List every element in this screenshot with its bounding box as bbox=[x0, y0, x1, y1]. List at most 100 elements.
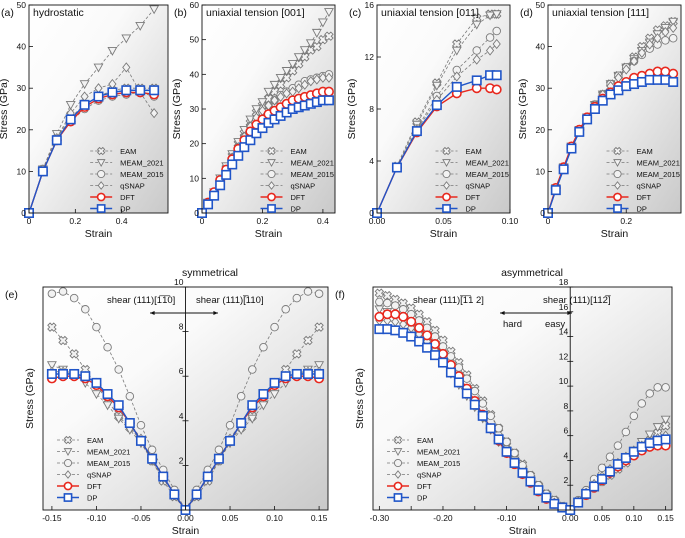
point-f-DP-28 bbox=[597, 474, 608, 485]
x-tick-label: 0.10 bbox=[626, 513, 643, 523]
y-tick-label: 50 bbox=[17, 0, 27, 10]
point-d-DP-7 bbox=[597, 95, 608, 106]
point-e-DP-18 bbox=[247, 400, 258, 411]
legend-marker-MEAM_2021 bbox=[613, 159, 622, 168]
panel-f-frame bbox=[372, 286, 673, 511]
point-f-EAM-36 bbox=[660, 421, 671, 431]
point-f-DFT-5 bbox=[414, 322, 425, 333]
point-e-MEAM_2021-24 bbox=[314, 361, 325, 371]
point-c-qSNAP-6 bbox=[492, 38, 501, 50]
legend-marker-DP bbox=[63, 493, 73, 502]
point-c-MEAM_2021-5 bbox=[485, 11, 496, 21]
legend-label-MEAM_2021: MEAM_2021 bbox=[466, 159, 509, 168]
point-b-MEAM_2021-9 bbox=[257, 98, 268, 108]
x-tick-label: -0.20 bbox=[433, 513, 453, 523]
point-b-DP-5 bbox=[227, 159, 238, 170]
point-f-DP-18 bbox=[517, 467, 528, 478]
point-f-DP-21 bbox=[541, 492, 552, 503]
point-b-qSNAP-20 bbox=[324, 72, 334, 83]
point-f-MEAM_2015-15 bbox=[494, 423, 503, 433]
point-b-qSNAP-11 bbox=[270, 95, 279, 106]
point-f-MEAM_2015-30 bbox=[613, 441, 623, 450]
panel-b-series bbox=[197, 8, 334, 219]
y-axis-label: Stress (GPa) bbox=[354, 368, 366, 429]
legend-marker-DP bbox=[442, 204, 451, 213]
y-tick-label: 20 bbox=[190, 139, 200, 149]
y-tick-label: 8 bbox=[179, 322, 184, 332]
point-f-MEAM_2015-14 bbox=[486, 411, 495, 421]
legend-label-EAM: EAM bbox=[417, 436, 433, 445]
point-e-MEAM_2015-7 bbox=[125, 392, 135, 401]
legend-label-qSNAP: qSNAP bbox=[417, 471, 442, 480]
point-e-DP-0 bbox=[46, 368, 57, 379]
point-f-MEAM_2015-13 bbox=[478, 399, 487, 408]
panel-label: (e) bbox=[5, 289, 18, 301]
legend-label-DP: DP bbox=[637, 205, 647, 214]
y-tick-label: 30 bbox=[536, 83, 546, 93]
point-b-EAM-15 bbox=[293, 59, 304, 69]
point-f-DP-8 bbox=[437, 357, 448, 368]
e-arrow-left-head bbox=[150, 311, 155, 315]
point-f-MEAM_2015-32 bbox=[629, 411, 639, 421]
point-c-DP-1 bbox=[391, 162, 402, 173]
legend-label-MEAM_2021: MEAM_2021 bbox=[87, 448, 130, 457]
x-tick-label: 0 bbox=[200, 216, 205, 226]
y-tick-label: 2 bbox=[563, 475, 568, 485]
legend-label-DP: DP bbox=[417, 494, 427, 503]
point-f-MEAM_2015-31 bbox=[621, 427, 631, 437]
point-f-DP-11 bbox=[461, 388, 472, 399]
y-tick-label: 16 bbox=[365, 0, 375, 10]
point-b-EAM-18 bbox=[312, 41, 322, 52]
legend-marker-MEAM_2021 bbox=[393, 448, 403, 457]
point-e-DP-1 bbox=[58, 368, 69, 379]
x-tick-label: 0.2 bbox=[257, 216, 269, 226]
point-b-MEAM_2021-15 bbox=[293, 53, 304, 63]
f-hard-label: hard bbox=[503, 319, 522, 330]
legend-label-EAM: EAM bbox=[120, 147, 136, 156]
point-e-DP-20 bbox=[269, 377, 280, 388]
legend-label-MEAM_2021: MEAM_2021 bbox=[637, 159, 680, 168]
point-e-MEAM_2015-24 bbox=[314, 289, 324, 298]
point-e-DP-17 bbox=[236, 418, 247, 429]
x-axis-label: Strain bbox=[85, 228, 113, 240]
point-b-MEAM_2021-8 bbox=[251, 105, 262, 115]
point-f-DP-14 bbox=[485, 423, 496, 434]
point-f-MEAM_2015-29 bbox=[605, 452, 615, 461]
y-tick-label: 0 bbox=[369, 208, 374, 218]
point-e-EAM-2 bbox=[69, 349, 79, 359]
legend-marker-MEAM_2015 bbox=[442, 169, 451, 179]
f-easy-label: easy bbox=[545, 319, 565, 330]
point-e-MEAM_2021-6 bbox=[113, 414, 124, 424]
point-f-DFT-3 bbox=[398, 311, 409, 322]
legend-label-MEAM_2015: MEAM_2015 bbox=[417, 459, 460, 468]
panel-e-legend: EAM MEAM_2021 MEAM_2015 qSNAP DFT DP bbox=[57, 435, 130, 503]
point-a-DP-2 bbox=[51, 135, 62, 146]
point-f-MEAM_2015-17 bbox=[510, 448, 519, 458]
point-b-DP-7 bbox=[239, 142, 250, 153]
point-f-DP-5 bbox=[414, 336, 425, 347]
point-b-EAM-14 bbox=[287, 66, 298, 76]
point-f-DP-25 bbox=[573, 497, 584, 508]
legend-label-DFT: DFT bbox=[417, 482, 432, 491]
panel-a-frame bbox=[28, 4, 169, 214]
point-c-DP-2 bbox=[411, 126, 422, 137]
legend-label-qSNAP: qSNAP bbox=[637, 182, 662, 191]
point-e-MEAM_2015-17 bbox=[236, 392, 246, 401]
point-a-MEAM_2021-7 bbox=[135, 21, 146, 31]
point-e-MEAM_2021-5 bbox=[102, 401, 113, 411]
point-e-DP-19 bbox=[258, 389, 269, 400]
point-b-EAM-16 bbox=[300, 52, 310, 62]
point-e-DP-11 bbox=[169, 489, 180, 500]
point-b-qSNAP-19 bbox=[318, 72, 328, 83]
y-tick-label: 12 bbox=[365, 52, 375, 62]
point-b-MEAM_2021-18 bbox=[311, 28, 322, 38]
f-arrow-right-head bbox=[567, 311, 572, 315]
e-shear-left-label: shear (111)[1̅1̅0] bbox=[107, 295, 175, 306]
point-b-DP-4 bbox=[221, 169, 232, 180]
x-tick-label: 0.00 bbox=[562, 513, 579, 523]
x-axis-label: Strain bbox=[509, 525, 537, 537]
point-a-qSNAP-6 bbox=[122, 62, 131, 73]
point-c-MEAM_2015-5 bbox=[485, 33, 495, 42]
legend-label-MEAM_2015: MEAM_2015 bbox=[466, 170, 509, 179]
legend-label-DP: DP bbox=[87, 494, 97, 503]
